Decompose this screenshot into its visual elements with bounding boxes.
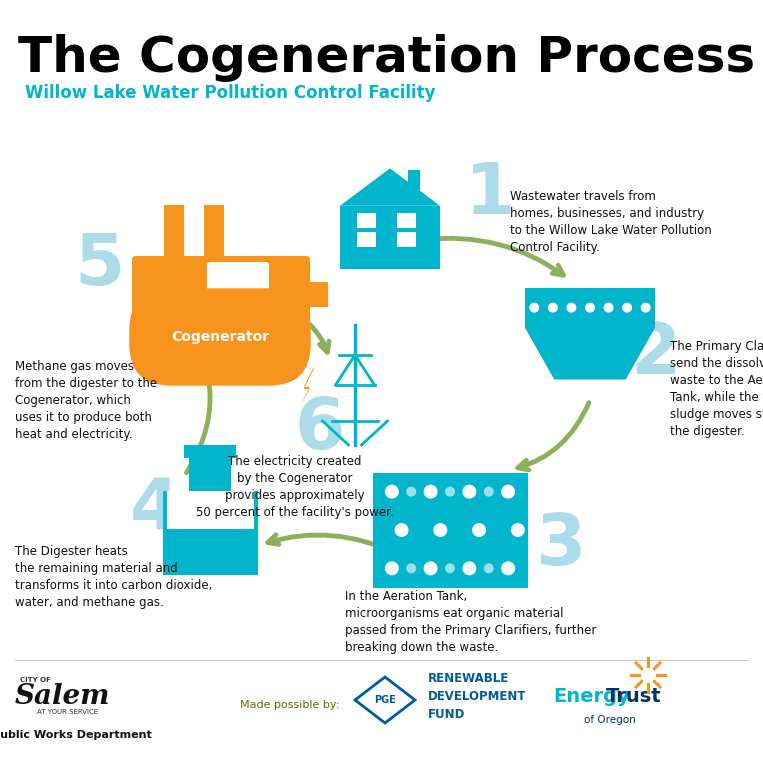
Circle shape	[484, 486, 494, 496]
Text: Salem: Salem	[14, 683, 110, 711]
Circle shape	[423, 485, 438, 499]
Circle shape	[566, 303, 576, 313]
Polygon shape	[525, 328, 655, 379]
Bar	[357, 213, 376, 228]
Text: CITY OF: CITY OF	[20, 677, 50, 683]
Circle shape	[501, 561, 515, 575]
Text: RENEWABLE
DEVELOPMENT
FUND: RENEWABLE DEVELOPMENT FUND	[428, 673, 526, 722]
Circle shape	[472, 523, 486, 537]
Text: The electricity created
by the Cogenerator
provides approximately
50 percent of : The electricity created by the Cogenerat…	[196, 455, 394, 519]
Text: 4: 4	[130, 476, 180, 545]
Text: Made possible by:: Made possible by:	[240, 700, 340, 710]
Bar	[397, 213, 416, 228]
Text: Energy: Energy	[553, 688, 629, 706]
Bar	[408, 170, 420, 195]
Circle shape	[385, 485, 399, 499]
Bar	[340, 206, 440, 269]
Bar	[204, 205, 224, 263]
Text: The Primary Clarifiers
send the dissolved organic
waste to the Aeration
Tank, wh: The Primary Clarifiers send the dissolve…	[670, 340, 763, 438]
FancyBboxPatch shape	[207, 262, 269, 323]
Bar	[525, 287, 655, 328]
Polygon shape	[300, 367, 314, 407]
Text: The Cogeneration Process: The Cogeneration Process	[18, 34, 755, 82]
Text: Cogenerator: Cogenerator	[171, 330, 269, 344]
Circle shape	[445, 563, 455, 573]
Text: Public Works Department: Public Works Department	[0, 730, 152, 740]
Bar	[166, 490, 253, 529]
Circle shape	[406, 563, 417, 573]
Circle shape	[530, 303, 539, 313]
Text: 1: 1	[465, 161, 515, 230]
Text: Wastewater travels from
homes, businesses, and industry
to the Willow Lake Water: Wastewater travels from homes, businesse…	[510, 190, 712, 254]
Bar	[372, 473, 527, 588]
Text: AT YOUR SERVICE: AT YOUR SERVICE	[37, 709, 98, 715]
Bar	[397, 232, 416, 247]
Circle shape	[423, 561, 438, 575]
Circle shape	[462, 561, 476, 575]
Circle shape	[433, 523, 447, 537]
Circle shape	[445, 486, 455, 496]
Text: 6: 6	[295, 395, 345, 464]
FancyBboxPatch shape	[132, 256, 310, 329]
Circle shape	[484, 563, 494, 573]
Text: PGE: PGE	[374, 695, 396, 705]
Bar	[163, 490, 257, 575]
Text: Willow Lake Water Pollution Control Facility: Willow Lake Water Pollution Control Faci…	[25, 84, 436, 102]
Circle shape	[510, 523, 525, 537]
Bar	[357, 232, 376, 247]
Circle shape	[406, 486, 417, 496]
Text: 3: 3	[535, 510, 585, 580]
Circle shape	[548, 303, 558, 313]
Circle shape	[585, 303, 595, 313]
Text: Methane gas moves
from the digester to the
Cogenerator, which
uses it to produce: Methane gas moves from the digester to t…	[15, 360, 157, 441]
Bar	[184, 445, 237, 458]
Polygon shape	[340, 169, 440, 206]
Text: In the Aeration Tank,
microorganisms eat organic material
passed from the Primar: In the Aeration Tank, microorganisms eat…	[345, 590, 597, 654]
Text: Trust: Trust	[606, 688, 662, 706]
Circle shape	[604, 303, 613, 313]
Bar	[164, 205, 184, 263]
Text: The Digester heats
the remaining material and
transforms it into carbon dioxide,: The Digester heats the remaining materia…	[15, 545, 212, 609]
Bar	[304, 282, 328, 307]
Text: 5: 5	[75, 231, 125, 300]
Circle shape	[462, 485, 476, 499]
Circle shape	[501, 485, 515, 499]
Circle shape	[385, 561, 399, 575]
Circle shape	[622, 303, 632, 313]
Text: of Oregon: of Oregon	[584, 715, 636, 725]
Circle shape	[394, 523, 408, 537]
Text: 2: 2	[630, 320, 680, 389]
Bar	[188, 458, 231, 490]
Circle shape	[641, 303, 651, 313]
